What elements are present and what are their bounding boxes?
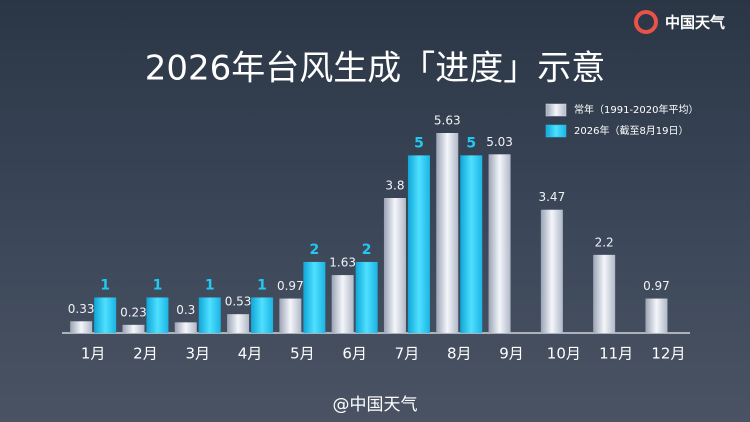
x-tick-label: 11月 xyxy=(599,345,633,363)
value-label: 0.97 xyxy=(643,279,670,293)
bar xyxy=(70,321,93,333)
value-label: 0.53 xyxy=(225,295,252,309)
value-label: 3.47 xyxy=(538,190,565,204)
value-label: 1 xyxy=(205,277,215,293)
value-label: 3.8 xyxy=(385,179,404,193)
x-tick-label: 7月 xyxy=(395,345,420,363)
value-label: 5.63 xyxy=(434,114,461,128)
value-label: 0.97 xyxy=(277,279,304,293)
bar xyxy=(279,298,302,333)
x-tick-label: 5月 xyxy=(290,345,315,363)
bar xyxy=(407,155,430,333)
bar xyxy=(488,154,511,333)
x-tick-label: 12月 xyxy=(651,345,685,363)
bar xyxy=(355,261,378,333)
bar xyxy=(227,314,250,333)
bar xyxy=(94,297,117,333)
legend-label: 常年（1991-2020年平均） xyxy=(574,103,699,116)
value-label: 2 xyxy=(362,242,372,258)
value-label: 5 xyxy=(466,135,476,151)
bar xyxy=(383,198,406,333)
bar xyxy=(331,275,354,333)
value-label: 2 xyxy=(309,242,319,258)
x-tick-label: 8月 xyxy=(447,345,472,363)
bar xyxy=(540,209,563,333)
x-tick-label: 1月 xyxy=(81,345,106,363)
legend-swatch xyxy=(545,103,567,117)
brand: 中国天气 xyxy=(665,14,725,32)
value-label: 0.23 xyxy=(120,305,147,319)
x-tick-label: 2月 xyxy=(133,345,158,363)
chart-title: 2026年台风生成「进度」示意 xyxy=(145,49,606,89)
bar xyxy=(174,322,197,333)
value-label: 0.33 xyxy=(68,302,95,316)
value-label: 2.2 xyxy=(595,235,614,249)
value-label: 1.63 xyxy=(329,256,356,270)
x-tick-label: 9月 xyxy=(499,345,524,363)
x-tick-label: 4月 xyxy=(238,345,263,363)
bar xyxy=(303,261,326,333)
bar xyxy=(460,155,483,333)
bar xyxy=(436,133,459,333)
brand-logo xyxy=(634,10,658,34)
legend-swatch xyxy=(545,124,567,138)
value-label: 1 xyxy=(153,277,163,293)
value-label: 1 xyxy=(257,277,267,293)
value-label: 1 xyxy=(100,277,110,293)
value-label: 5 xyxy=(414,135,424,151)
bar xyxy=(198,297,221,333)
watermark: @中国天气 xyxy=(333,395,418,415)
bar xyxy=(251,297,274,333)
legend-label: 2026年（截至8月19日） xyxy=(574,124,689,137)
x-tick-label: 6月 xyxy=(342,345,367,363)
bar xyxy=(645,298,668,333)
bar xyxy=(122,324,145,333)
value-label: 0.3 xyxy=(176,303,195,317)
bar xyxy=(593,254,616,333)
bar xyxy=(146,297,169,333)
x-tick-label: 3月 xyxy=(185,345,210,363)
value-label: 5.03 xyxy=(486,135,513,149)
x-tick-label: 10月 xyxy=(547,345,581,363)
